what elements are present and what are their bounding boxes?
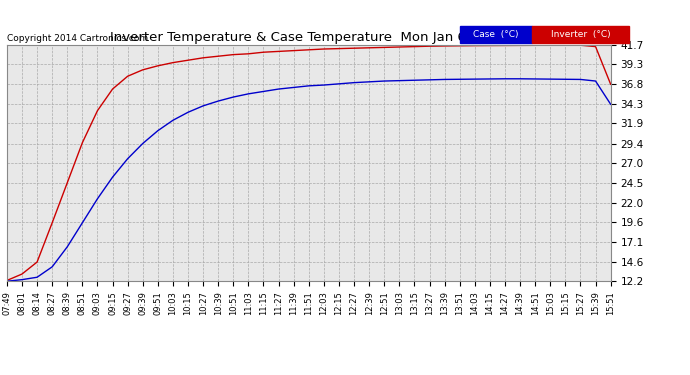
Text: Inverter  (°C): Inverter (°C) xyxy=(551,30,610,39)
Title: Inverter Temperature & Case Temperature  Mon Jan 6 16:02: Inverter Temperature & Case Temperature … xyxy=(110,31,508,44)
FancyBboxPatch shape xyxy=(460,26,532,43)
FancyBboxPatch shape xyxy=(532,26,629,43)
Text: Copyright 2014 Cartronics.com: Copyright 2014 Cartronics.com xyxy=(7,34,148,44)
Text: Case  (°C): Case (°C) xyxy=(473,30,519,39)
